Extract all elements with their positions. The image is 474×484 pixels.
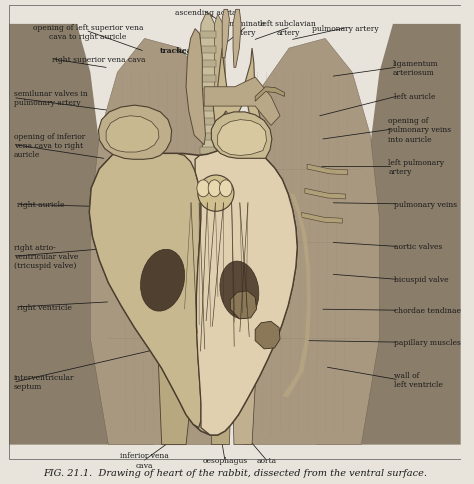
Text: papillary muscles: papillary muscles [394,338,461,347]
Polygon shape [255,322,280,349]
Bar [200,32,216,39]
Polygon shape [307,165,348,175]
Text: aortic valves: aortic valves [394,243,442,251]
Text: bicuspid valve: bicuspid valve [394,276,448,284]
Bar [200,76,216,83]
Text: right superior vena cava: right superior vena cava [52,56,146,64]
Bar [200,46,216,54]
Polygon shape [195,148,297,435]
Text: chordae tendinae: chordae tendinae [394,306,461,315]
Polygon shape [211,174,231,445]
Bar [200,119,216,126]
Bar [200,61,216,68]
Polygon shape [91,39,230,445]
Polygon shape [222,10,229,59]
Polygon shape [301,213,342,224]
Text: wall of
left ventricle: wall of left ventricle [394,371,443,388]
Text: aorta: aorta [256,456,276,464]
Text: opening of inferior
vena cava to right
auricle: opening of inferior vena cava to right a… [14,132,85,159]
Polygon shape [106,117,159,153]
Bar [200,90,216,97]
Text: inferior vena
cava: inferior vena cava [120,452,169,469]
Ellipse shape [198,176,234,212]
Polygon shape [230,291,256,319]
Text: innominate
artery: innominate artery [223,20,266,37]
Polygon shape [90,148,297,435]
Ellipse shape [140,250,185,312]
Bar [200,105,216,112]
Text: right auricle: right auricle [17,201,64,209]
Ellipse shape [197,181,210,197]
Polygon shape [215,15,226,165]
Text: ligamentum
arteriosum: ligamentum arteriosum [393,60,438,77]
Polygon shape [218,121,266,156]
Polygon shape [283,194,311,397]
Polygon shape [233,10,241,68]
Polygon shape [99,106,172,160]
Text: interventricular
septum: interventricular septum [14,373,74,391]
Polygon shape [316,25,461,445]
Text: opening of left superior vena
cava to right auricle: opening of left superior vena cava to ri… [33,24,143,41]
Text: oesophagus: oesophagus [202,456,247,464]
Text: right ventricle: right ventricle [17,303,72,311]
Polygon shape [305,189,346,199]
Text: ascending aorta: ascending aorta [175,9,236,17]
Text: semilunar valves in
pulmonary artery: semilunar valves in pulmonary artery [14,90,87,107]
Polygon shape [200,15,216,165]
Polygon shape [186,30,206,146]
Polygon shape [211,113,272,159]
Text: pulmonary veins: pulmonary veins [394,200,457,208]
Ellipse shape [208,181,221,197]
Bar [200,148,216,155]
Polygon shape [9,25,154,445]
Polygon shape [239,39,379,445]
Text: pulmonary artery: pulmonary artery [312,25,379,33]
Bar [200,134,216,141]
Polygon shape [233,169,256,445]
Polygon shape [204,78,280,126]
Text: trachea: trachea [160,47,192,55]
Text: left subclavian
artery: left subclavian artery [260,20,316,37]
Polygon shape [213,49,262,169]
Text: FIG. 21.1.  Drawing of heart of the rabbit, dissected from the ventral surface.: FIG. 21.1. Drawing of heart of the rabbi… [43,468,427,477]
Polygon shape [90,154,201,428]
Ellipse shape [219,181,232,197]
Polygon shape [157,174,193,445]
Ellipse shape [220,261,259,319]
Text: right atrio-
ventricular valve
(tricuspid valve): right atrio- ventricular valve (tricuspi… [14,243,78,270]
Text: left pulmonary
artery: left pulmonary artery [388,159,445,176]
Polygon shape [255,88,284,102]
Text: left auricle: left auricle [394,93,435,101]
Text: opening of
pulmonary veins
into auricle: opening of pulmonary veins into auricle [388,117,452,143]
